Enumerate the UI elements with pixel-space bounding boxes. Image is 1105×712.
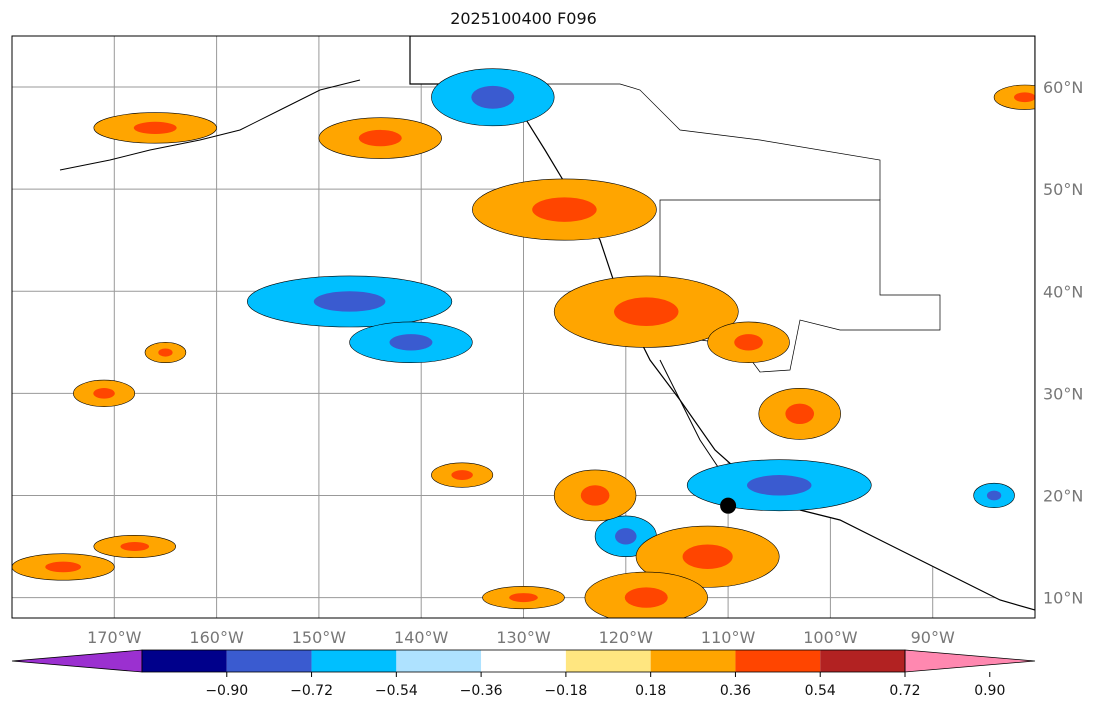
map-panel xyxy=(11,35,1036,619)
colorbar-tick-label: 0.36 xyxy=(720,683,751,699)
colorbar-segment xyxy=(735,650,821,672)
lat-tick-label: 50°N xyxy=(1043,180,1083,199)
positive-core-hudson-east xyxy=(1014,92,1035,103)
lon-tick-label: 130°W xyxy=(496,628,551,647)
colorbar-segment xyxy=(650,650,736,672)
colorbar-extend-high xyxy=(904,649,1036,673)
positive-core-north-pacific xyxy=(93,388,115,399)
colorbar-segment xyxy=(820,650,905,672)
colorbar-tick-label: 0.18 xyxy=(635,683,666,699)
negative-core-offshore-mexico xyxy=(615,528,637,545)
negative-core-caribbean xyxy=(986,490,1002,501)
positive-core-pacific-mid xyxy=(158,348,173,357)
negative-core-pacific-trough xyxy=(313,291,386,312)
colorbar-extend-low xyxy=(11,649,143,673)
colorbar-segment xyxy=(142,650,227,672)
lat-tick-label: 30°N xyxy=(1043,384,1083,403)
colorbar-tick-label: 0.54 xyxy=(805,683,836,699)
negative-core-mexico-south xyxy=(747,475,812,496)
positive-core-gulf-alaska xyxy=(358,129,402,147)
colorbar: −0.90 −0.72 −0.54 −0.36 −0.18 0.18 0.36 0.54 0.7… xyxy=(11,649,1036,699)
aleutian-coast xyxy=(59,79,361,171)
lat-tick-label: 10°N xyxy=(1043,589,1083,608)
map-frame xyxy=(11,35,1036,619)
colorbar-tick-label: 0.72 xyxy=(889,683,920,699)
longitude-axis: 170°W 160°W 150°W 140°W 130°W 120°W 110°W 100°W… xyxy=(87,628,955,647)
lat-tick-label: 60°N xyxy=(1043,78,1083,97)
colorbar-segment xyxy=(481,650,566,672)
lat-tick-label: 40°N xyxy=(1043,282,1083,301)
colorbar-tick-label: −0.18 xyxy=(544,683,587,699)
colorbar-segment xyxy=(226,650,312,672)
colorbar-tick-label: 0.90 xyxy=(974,683,1005,699)
map-title: 2025100400 F096 xyxy=(450,9,597,28)
lon-tick-label: 140°W xyxy=(394,628,449,647)
positive-core-west-coast-band xyxy=(532,197,597,222)
lon-tick-label: 160°W xyxy=(189,628,244,647)
colorbar-frame xyxy=(141,649,906,673)
positive-core-aleutians xyxy=(133,121,177,135)
positive-core-mexico-north xyxy=(785,403,815,424)
station-markers xyxy=(720,497,737,514)
latitude-axis: 60°N 50°N 40°N 30°N 20°N 10°N xyxy=(1043,78,1083,608)
lon-tick-label: 100°W xyxy=(803,628,858,647)
lon-tick-label: 110°W xyxy=(701,628,756,647)
negative-anomaly-fill xyxy=(246,68,1015,558)
colorbar-tick-label: −0.90 xyxy=(205,683,248,699)
canada-borders xyxy=(410,83,881,200)
positive-core-hawaii-west xyxy=(45,561,82,573)
positive-core-hawaii-east xyxy=(451,470,473,480)
positive-anomaly-fill xyxy=(12,84,1035,618)
positive-core-east-pacific xyxy=(682,544,733,569)
positive-core-great-basin xyxy=(614,297,679,326)
positive-core-baja-offshore xyxy=(580,485,610,506)
lon-tick-label: 120°W xyxy=(599,628,654,647)
negative-core-pacific-trough-south xyxy=(389,334,433,351)
positive-core-south-pacific xyxy=(509,593,538,603)
colorbar-segment xyxy=(396,650,482,672)
positive-core-four-corners xyxy=(734,334,763,351)
filled-station-marker xyxy=(720,497,737,514)
colorbar-segment xyxy=(311,650,397,672)
lon-tick-label: 170°W xyxy=(87,628,142,647)
negative-core-alaska-panhandle xyxy=(471,85,515,109)
lat-tick-label: 20°N xyxy=(1043,486,1083,505)
positive-core-east-pacific-south xyxy=(624,587,668,608)
colorbar-tick-label: −0.54 xyxy=(375,683,418,699)
lon-tick-label: 90°W xyxy=(911,628,955,647)
colorbar-tick-label: −0.72 xyxy=(290,683,333,699)
colorbar-tick-label: −0.36 xyxy=(460,683,503,699)
lon-tick-label: 150°W xyxy=(292,628,347,647)
colorbar-segment xyxy=(565,650,651,672)
baja-coast xyxy=(659,359,721,471)
positive-core-central-pacific xyxy=(120,542,150,552)
